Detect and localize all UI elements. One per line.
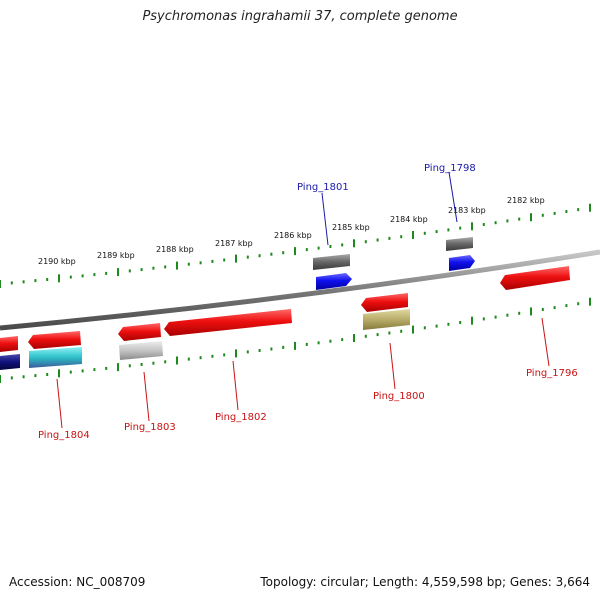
scale-label-2182: 2182 kbp	[507, 196, 545, 205]
scale-label-2190: 2190 kbp	[38, 257, 76, 266]
gene-label-ping-1796: Ping_1796	[526, 368, 578, 379]
scale-labels: 2190 kbp 2189 kbp 2188 kbp 2187 kbp 2186…	[38, 196, 545, 266]
gene-ping-1801[interactable]	[313, 254, 352, 290]
scale-label-2188: 2188 kbp	[156, 245, 194, 254]
scale-label-2187: 2187 kbp	[215, 239, 253, 248]
map-title: Psychromonas ingrahamii 37, complete gen…	[142, 9, 458, 24]
genome-backbone	[0, 249, 600, 331]
gene-ping-1803[interactable]	[118, 323, 163, 360]
gene-label-ping-1798: Ping_1798	[424, 163, 476, 174]
gene-label-ping-1802: Ping_1802	[215, 412, 267, 423]
topology-summary: Topology: circular; Length: 4,559,598 bp…	[260, 575, 590, 589]
gene-ping-1802[interactable]	[164, 309, 292, 336]
gene-ping-1798[interactable]	[446, 237, 475, 271]
scale-label-2184: 2184 kbp	[390, 215, 428, 224]
gene-label-ping-1803: Ping_1803	[124, 422, 176, 433]
genes-reverse	[0, 266, 570, 370]
gene-ping-1804[interactable]	[28, 331, 82, 368]
scale-label-2185: 2185 kbp	[332, 223, 370, 232]
scale-ticks-outer	[0, 203, 591, 288]
gene-labels: Ping_1801 Ping_1798 Ping_1804 Ping_1803 …	[38, 163, 578, 441]
gene-label-ping-1801: Ping_1801	[297, 182, 349, 193]
gene-ping-1796[interactable]	[500, 266, 570, 290]
accession-text: Accession: NC_008709	[9, 575, 146, 589]
gene-label-ping-1804: Ping_1804	[38, 430, 90, 441]
scale-label-2183: 2183 kbp	[448, 206, 486, 215]
gene-label-ping-1800: Ping_1800	[373, 391, 425, 402]
label-leaders	[56, 171, 550, 429]
scale-label-2186: 2186 kbp	[274, 231, 312, 240]
gene-left-edge[interactable]	[0, 336, 20, 370]
gene-ping-1800[interactable]	[361, 293, 410, 330]
scale-label-2189: 2189 kbp	[97, 251, 135, 260]
scale-ticks-inner	[0, 297, 591, 383]
genes-forward	[313, 237, 475, 290]
